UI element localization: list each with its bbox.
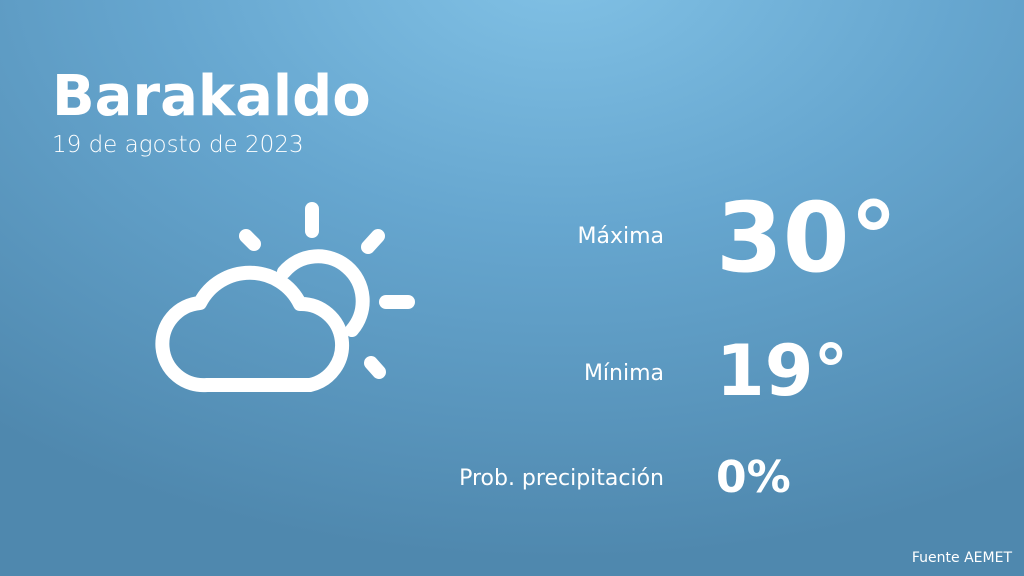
max-temperature: 30°: [716, 182, 898, 294]
precip-label: Prob. precipitación: [459, 466, 664, 491]
source-credit: Fuente AEMET: [911, 550, 1012, 566]
forecast-date: 19 de agosto de 2023: [52, 132, 304, 158]
min-label: Mínima: [583, 361, 664, 386]
max-label: Máxima: [577, 224, 664, 249]
precip-value: 0%: [716, 452, 791, 503]
city-name: Barakaldo: [52, 64, 371, 129]
min-temperature: 19°: [716, 330, 849, 412]
